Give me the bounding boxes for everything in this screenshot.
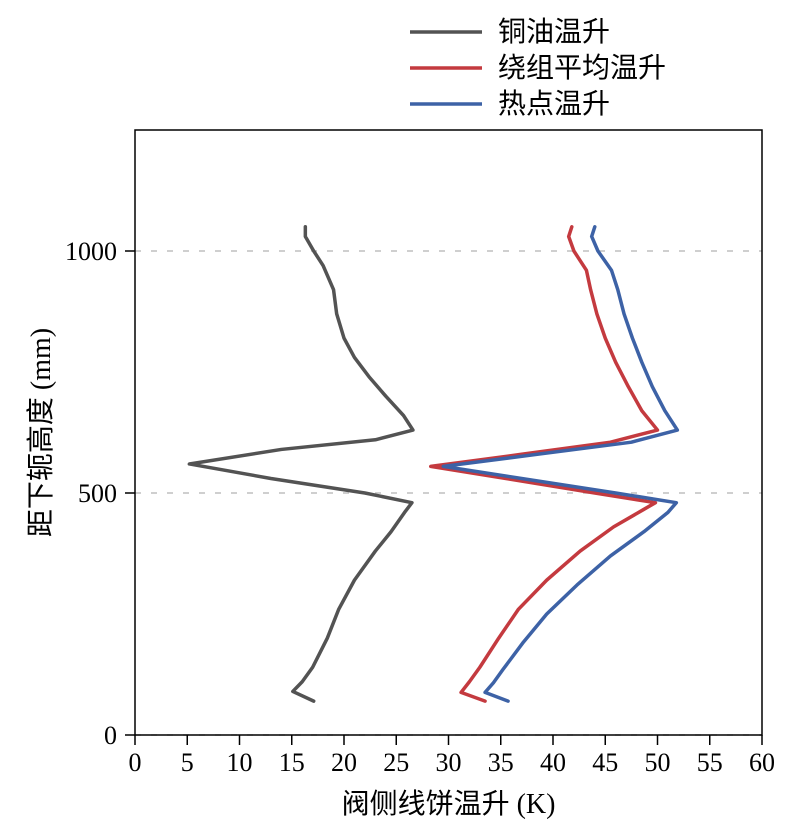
x-tick-label: 40 <box>540 748 566 777</box>
chart-container: 0 5 10 15 20 25 30 35 40 45 50 55 60 0 500 1000 阀侧线饼温升 (… <box>0 0 802 825</box>
y-tick-label: 1000 <box>65 237 117 266</box>
legend-label: 铜油温升 <box>498 16 610 48</box>
x-tick-label: 0 <box>129 748 142 777</box>
y-axis-title: 距下轭高度 (mm) <box>25 328 57 537</box>
legend-label: 热点温升 <box>498 88 610 120</box>
x-tick-label: 55 <box>697 748 723 777</box>
x-tick-label: 25 <box>383 748 409 777</box>
x-tick-label: 5 <box>181 748 194 777</box>
x-tick-label: 50 <box>645 748 671 777</box>
chart-svg: 0 5 10 15 20 25 30 35 40 45 50 55 60 0 500 1000 阀侧线饼温升 (… <box>0 0 802 825</box>
x-axis-title: 阀侧线饼温升 (K) <box>342 788 556 820</box>
x-tick-label: 30 <box>436 748 462 777</box>
x-tick-label: 60 <box>749 748 775 777</box>
x-tick-label: 15 <box>279 748 305 777</box>
y-tick-label: 0 <box>104 721 117 750</box>
x-tick-label: 35 <box>488 748 514 777</box>
y-tick-label: 500 <box>78 479 117 508</box>
x-tick-label: 45 <box>592 748 618 777</box>
legend-label: 绕组平均温升 <box>498 52 666 84</box>
x-tick-label: 10 <box>227 748 253 777</box>
x-tick-label: 20 <box>331 748 357 777</box>
